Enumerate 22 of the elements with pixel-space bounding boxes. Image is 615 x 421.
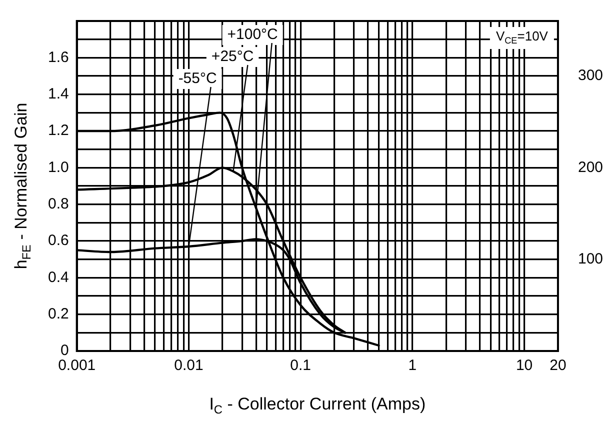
y-tick-label: 1.4 [48, 85, 69, 102]
x-tick-label: 0.1 [290, 357, 312, 374]
x-tick-label: 10 [516, 357, 533, 374]
y2-tick-label: 200 [578, 158, 604, 176]
text: -55°C [178, 70, 217, 88]
text: +25°C [211, 48, 254, 66]
y-tick-label: 1.2 [48, 122, 69, 140]
text: +100°C [227, 26, 278, 44]
y-tick-label: 0 [60, 342, 69, 360]
y-tick-label: 0.2 [48, 305, 69, 322]
y2-tick-label: 100 [578, 250, 604, 268]
x-tick-label: 0.001 [58, 357, 96, 374]
x-tick-label: 1 [408, 357, 417, 374]
x-tick-label: 20 [550, 357, 566, 374]
y-axis-title: hFE - Normalised Gain [12, 102, 34, 270]
y2-tick-label: 300 [578, 67, 604, 84]
y-tick-label: 1.6 [48, 48, 69, 66]
y-tick-label: 0.6 [48, 232, 69, 250]
y-tick-label: 0.8 [48, 195, 69, 212]
text: 1.0 [48, 158, 69, 176]
x-tick-label: 0.01 [174, 357, 204, 374]
y-tick-label: 0.4 [48, 268, 69, 286]
